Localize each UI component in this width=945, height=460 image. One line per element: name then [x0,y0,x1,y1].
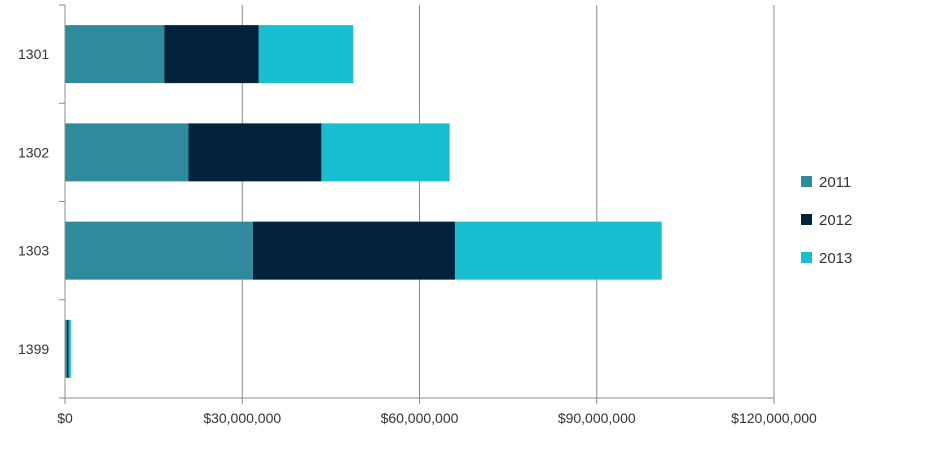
bar-1302-2011 [65,123,189,182]
x-tick-label: $0 [57,410,73,426]
bars [65,25,662,378]
x-tick-label: $90,000,000 [558,410,636,426]
bar-1399-2011 [65,319,67,378]
legend-swatch-2012 [801,214,812,225]
x-tick-label: $60,000,000 [381,410,459,426]
bar-1302-2012 [188,123,322,182]
y-tick-label: 1302 [18,144,49,160]
legend: 2011 2012 2013 [801,174,852,267]
x-tick-label: $30,000,000 [203,410,281,426]
x-tick-label: $120,000,000 [731,410,817,426]
legend-label: 2012 [819,212,852,229]
legend-label: 2011 [819,174,851,191]
bar-1301-2011 [65,25,165,84]
bar-1303-2013 [454,221,662,280]
axes: $0 $30,000,000 $60,000,000 $90,000,000 $120,… [18,4,817,426]
y-tick-label: 1303 [18,243,49,259]
bar-1303-2011 [65,221,253,280]
bar-1303-2012 [252,221,455,280]
legend-swatch-2011 [801,176,812,187]
legend-label: 2013 [819,250,852,267]
bar-1399-2012 [66,319,69,378]
y-tick-label: 1301 [18,46,49,62]
bar-1302-2013 [321,123,450,182]
gridlines [241,5,775,398]
bar-1301-2012 [164,25,259,84]
legend-swatch-2013 [801,252,812,263]
y-tick-label: 1399 [18,341,49,357]
bar-1301-2013 [258,25,354,84]
bar-1399-2013 [68,319,71,378]
